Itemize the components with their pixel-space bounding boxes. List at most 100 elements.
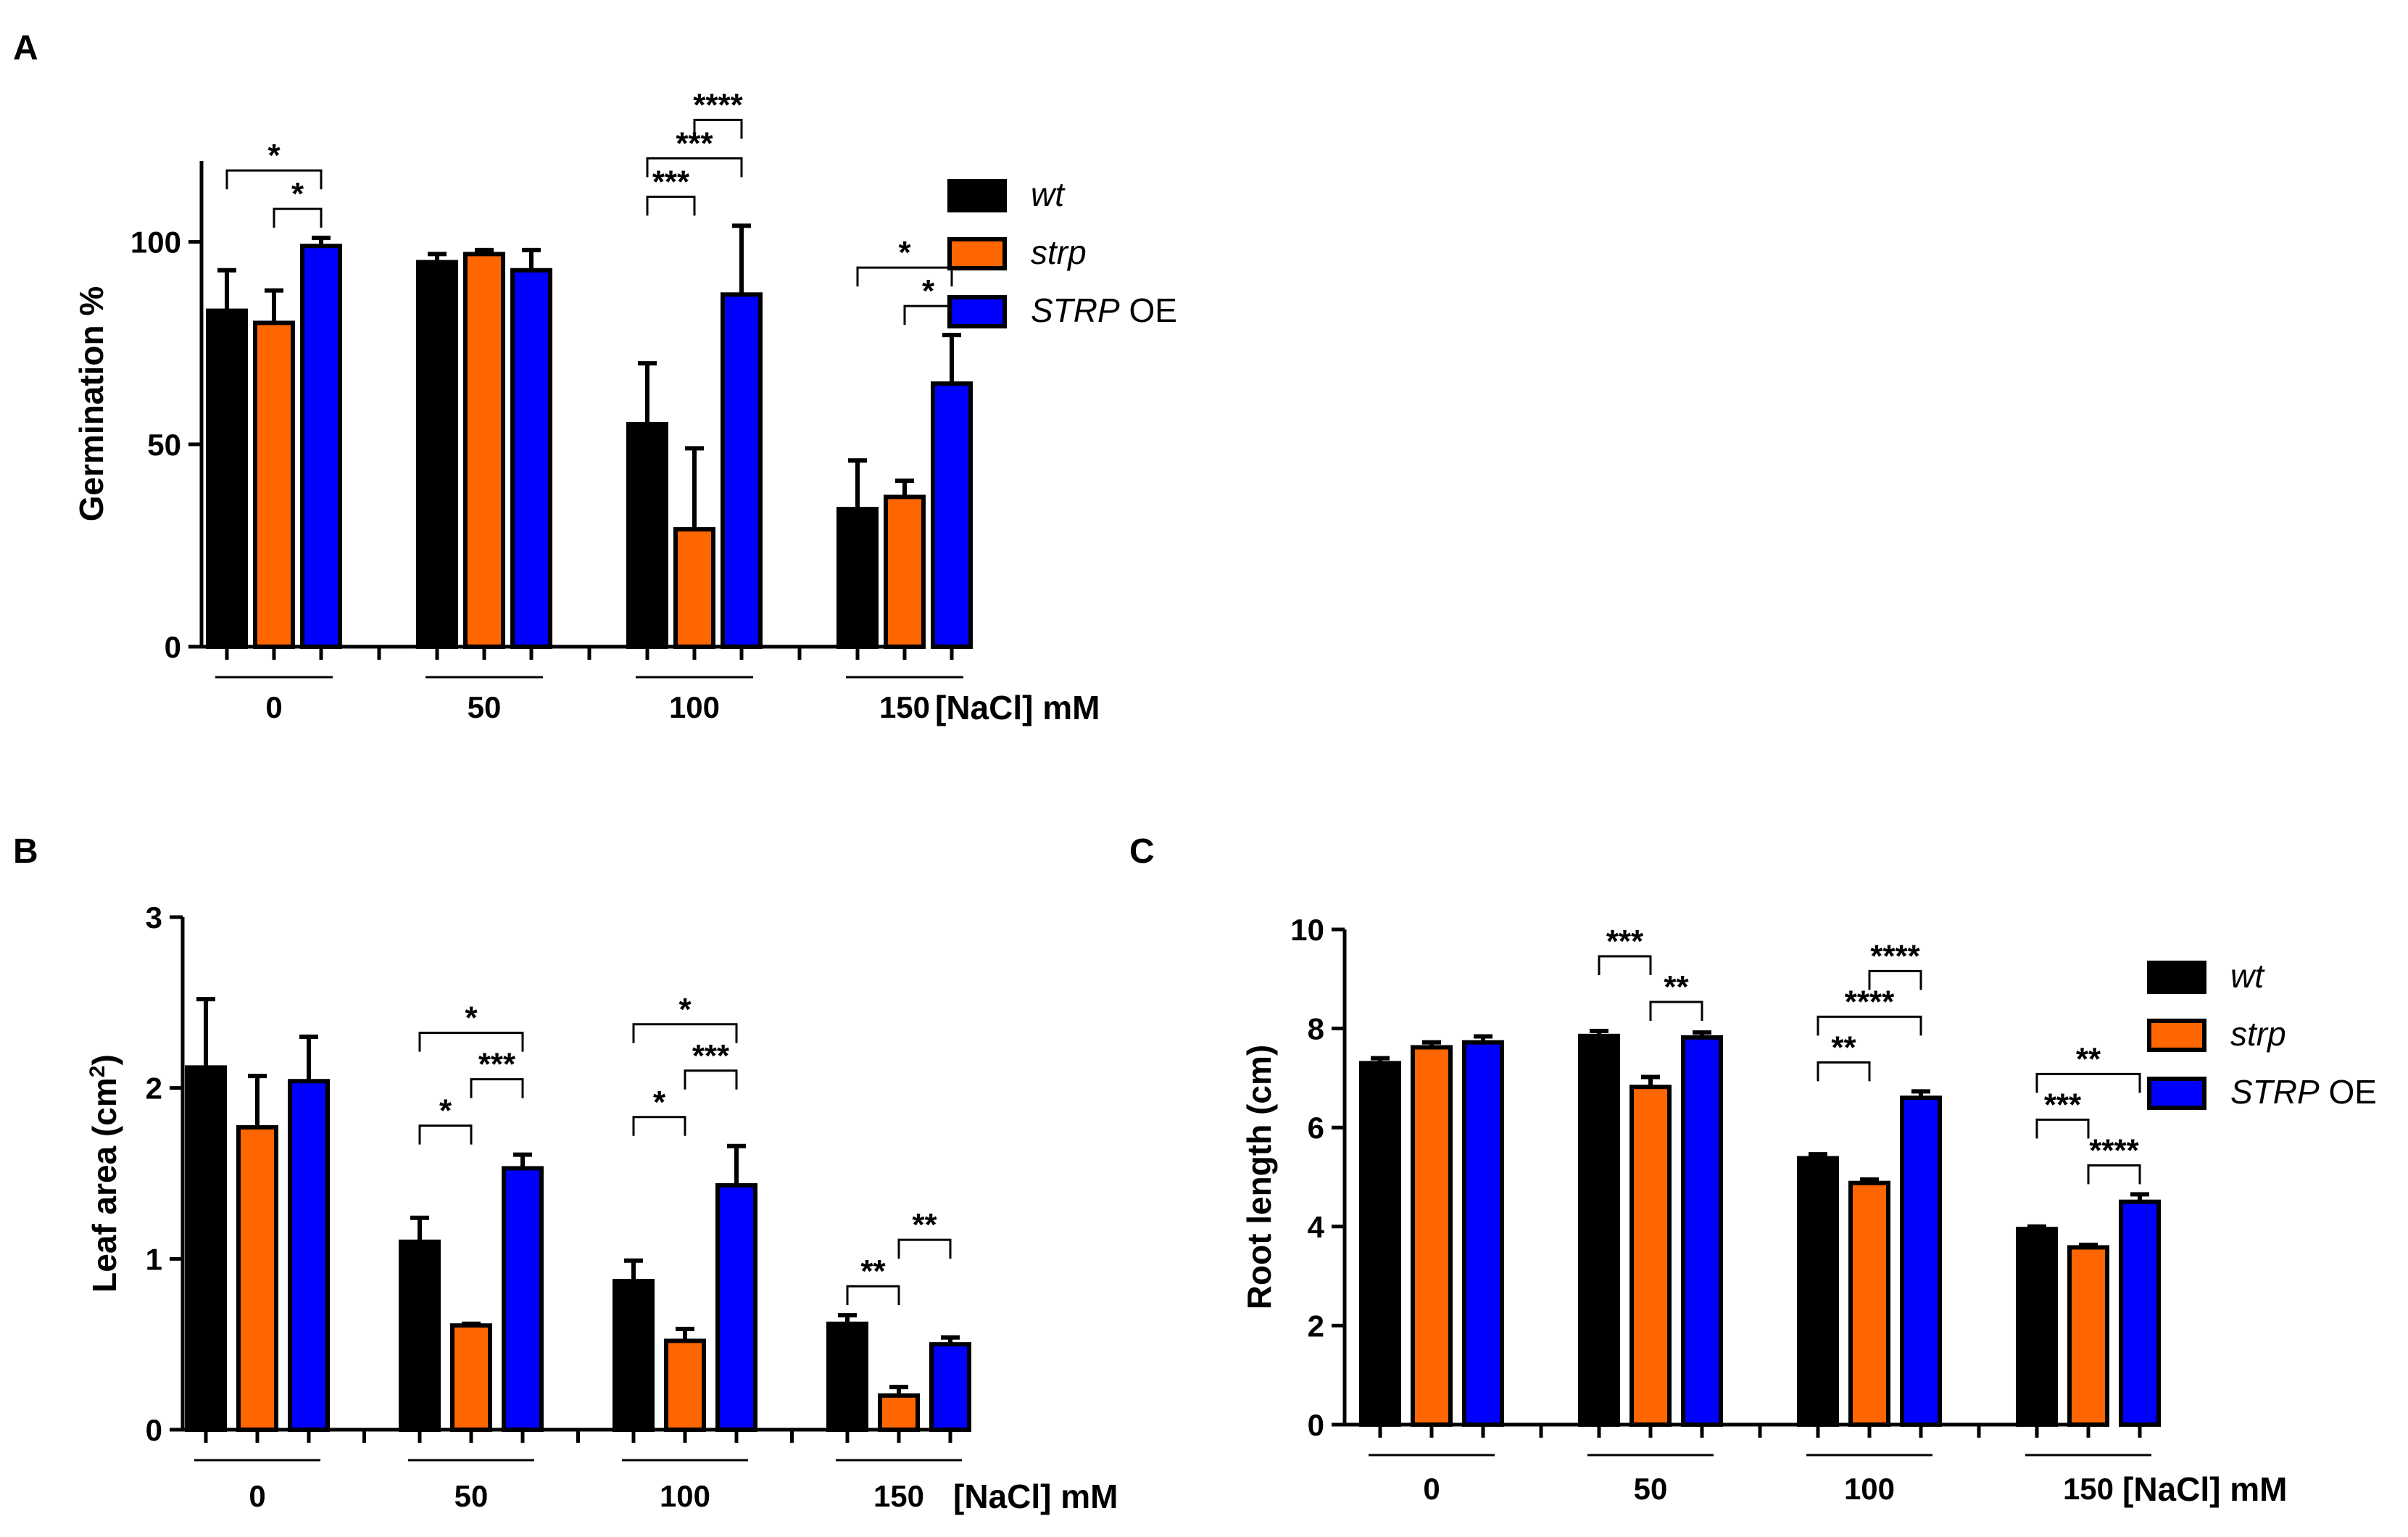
- significance-bracket: [2087, 1164, 2141, 1185]
- bar-strp-oe: [510, 268, 552, 649]
- legend-label-italic: strp: [2230, 1015, 2286, 1053]
- bar-strp-oe: [931, 381, 973, 649]
- y-tick-label: 10: [1290, 913, 1324, 947]
- x-category-label: 50: [468, 690, 502, 724]
- x-axis-title: [NaCl] mM: [935, 689, 1100, 726]
- bar-strp: [1411, 1045, 1453, 1427]
- y-tick-label: 4: [1308, 1210, 1325, 1244]
- x-category-label: 150: [2063, 1472, 2114, 1506]
- bar-wt: [185, 1065, 227, 1433]
- significance-label: ****: [2089, 1132, 2139, 1168]
- significance-label: ****: [1845, 984, 1895, 1019]
- significance-bracket: [646, 195, 696, 216]
- x-category-label: 0: [249, 1479, 265, 1513]
- significance-label: ***: [692, 1038, 730, 1074]
- significance-bracket: [1598, 955, 1652, 976]
- significance-bracket: [632, 1023, 738, 1043]
- bar-strp-oe: [300, 244, 342, 649]
- x-axis-title: [NaCl] mM: [953, 1478, 1118, 1515]
- y-axis-title-superscript: 2: [86, 1066, 109, 1078]
- x-category-label: 50: [454, 1479, 489, 1513]
- significance-bracket: [418, 1032, 524, 1052]
- significance-bracket: [1817, 1015, 1922, 1036]
- y-tick-label: 0: [146, 1413, 162, 1447]
- x-category-label: 0: [265, 690, 282, 724]
- bar-wt: [613, 1278, 655, 1432]
- legend-swatch: [947, 237, 1007, 270]
- y-tick-label: 2: [146, 1072, 162, 1106]
- bar-wt: [626, 421, 668, 650]
- bar-wt: [416, 260, 458, 650]
- bar-strp: [2067, 1245, 2109, 1427]
- bar-wt: [2016, 1227, 2058, 1427]
- y-axis-title: Leaf area (cm2): [86, 1054, 124, 1293]
- y-tick-label: 100: [130, 225, 181, 260]
- bar-strp-oe: [715, 1182, 757, 1433]
- significance-label: **: [2076, 1041, 2101, 1077]
- bar-strp-oe: [1900, 1095, 1942, 1427]
- significance-label: **: [1664, 969, 1689, 1005]
- x-axis-title: [NaCl] mM: [2122, 1470, 2287, 1508]
- legend-label-italic: strp: [1031, 233, 1087, 271]
- significance-bracket: [418, 1124, 473, 1145]
- y-axis-title: Root length (cm): [1240, 1045, 1278, 1309]
- y-tick-label: 8: [1308, 1012, 1324, 1046]
- legend-swatch: [2147, 1019, 2206, 1052]
- bar-strp-oe: [2119, 1199, 2161, 1428]
- significance-label: **: [912, 1207, 937, 1243]
- x-category-label: 150: [873, 1479, 924, 1513]
- bar-wt: [826, 1321, 868, 1433]
- significance-bracket: [684, 1069, 738, 1090]
- y-tick-label: 2: [1308, 1309, 1324, 1343]
- significance-bracket: [2035, 1072, 2141, 1093]
- significance-bracket: [632, 1116, 686, 1136]
- significance-bracket: [646, 157, 743, 178]
- y-tick-label: 6: [1308, 1111, 1324, 1145]
- significance-bracket: [693, 118, 743, 139]
- x-category-label: 100: [660, 1479, 710, 1513]
- significance-label: ***: [1606, 924, 1644, 959]
- x-category-label: 50: [1634, 1472, 1668, 1506]
- significance-bracket: [273, 207, 323, 228]
- legend-label: STRP OE: [1031, 291, 1177, 329]
- y-tick-label: 3: [146, 900, 162, 935]
- significance-label: *: [898, 235, 911, 270]
- bar-strp-oe: [1462, 1040, 1504, 1427]
- bar-strp: [1848, 1180, 1890, 1428]
- legend-label-plain: OE: [2320, 1073, 2377, 1111]
- panel-letter-a: A: [13, 29, 38, 67]
- significance-label: *: [439, 1093, 452, 1129]
- legend-label-italic: wt: [1031, 175, 1066, 213]
- legend-label: strp: [2230, 1015, 2286, 1053]
- significance-label: ***: [478, 1047, 516, 1082]
- significance-bracket: [1649, 1000, 1703, 1022]
- legend-label-plain: OE: [1120, 291, 1177, 329]
- significance-label: ***: [2044, 1087, 2082, 1122]
- panel-b-chart: B 0 1 2 3 Leaf area (cm2) 0 50 100 150 [NaCl] mM *…: [13, 832, 1118, 1515]
- bar-wt: [206, 308, 248, 649]
- significance-bracket: [846, 1285, 900, 1306]
- bar-strp: [236, 1124, 278, 1432]
- significance-label: *: [653, 1085, 666, 1120]
- bar-strp-oe: [1681, 1035, 1723, 1428]
- bar-strp-oe: [288, 1079, 330, 1432]
- legend-label-italic: STRP: [2230, 1073, 2320, 1111]
- y-axis-title: Germination %: [72, 286, 110, 522]
- bar-wt: [1359, 1061, 1401, 1428]
- significance-bracket: [2035, 1118, 2090, 1139]
- legend-swatch: [947, 179, 1007, 212]
- bar-strp: [673, 527, 715, 649]
- panel-c-chart: C 0 2 4 6 8 10 Root length (cm) 0 50 100 150 [NaCl]…: [1129, 832, 2377, 1508]
- panel-letter-c: C: [1129, 832, 1155, 871]
- significance-bracket: [470, 1078, 524, 1098]
- significance-label: *: [267, 138, 281, 173]
- bar-strp: [664, 1338, 706, 1433]
- legend-label-italic: wt: [2230, 957, 2265, 995]
- bar-strp-oe: [929, 1342, 971, 1432]
- bar-strp-oe: [721, 292, 763, 649]
- x-category-label: 150: [879, 690, 930, 724]
- x-category-label: 100: [1844, 1472, 1895, 1506]
- bar-wt: [836, 507, 879, 650]
- significance-label: ****: [693, 87, 743, 123]
